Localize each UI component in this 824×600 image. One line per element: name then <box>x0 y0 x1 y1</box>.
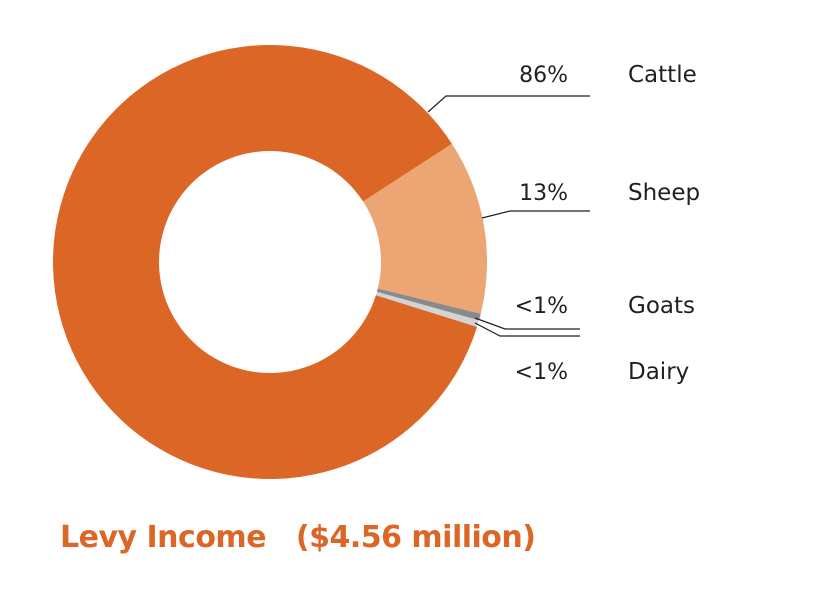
percent-label-goats: <1% <box>515 294 568 319</box>
slice-sheep <box>363 143 487 314</box>
leader-line-goats <box>474 317 580 330</box>
category-label-dairy: Dairy <box>628 359 689 385</box>
slice-dairy <box>375 291 480 327</box>
percent-label-dairy: <1% <box>515 360 568 385</box>
donut-slices <box>52 44 487 479</box>
chart-title: Levy Income ($4.56 million) <box>60 520 536 555</box>
percent-label-sheep: 13% <box>519 181 568 206</box>
leader-line-sheep <box>481 210 590 219</box>
leader-line-dairy <box>474 322 580 337</box>
category-label-goats: Goats <box>628 293 695 319</box>
category-label-cattle: Cattle <box>628 62 697 88</box>
slice-labels: 86% Cattle 13% Sheep <1% Goats <1% Dairy <box>427 62 700 385</box>
slice-goats <box>376 288 481 321</box>
leader-line-cattle <box>427 95 590 113</box>
category-label-sheep: Sheep <box>628 180 700 206</box>
slice-cattle <box>52 44 478 479</box>
percent-label-cattle: 86% <box>519 63 568 88</box>
